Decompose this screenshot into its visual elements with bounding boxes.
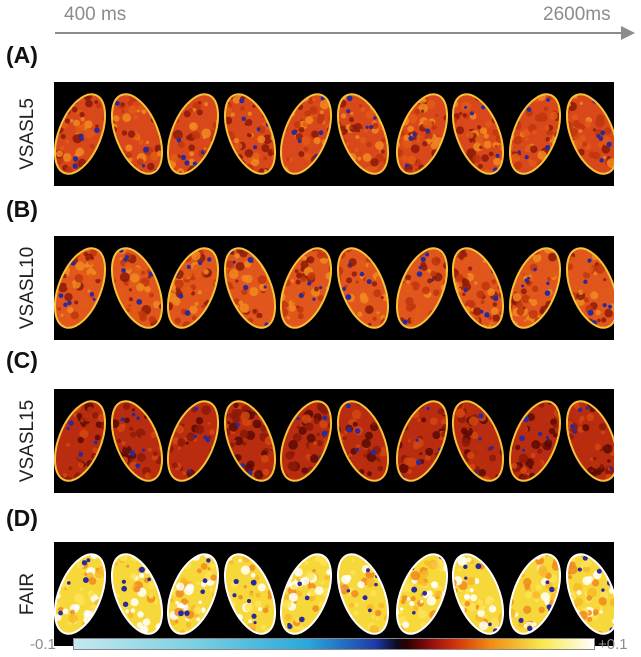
panel-letter-d: (D) — [6, 505, 38, 531]
row-label-c: VSASL15 — [17, 399, 38, 483]
row-label-a: VSASL5 — [17, 98, 38, 170]
panel-letter-a: (A) — [6, 42, 38, 68]
row-label-b-box: VSASL10 — [8, 236, 48, 340]
time-start-label: 400 ms — [64, 4, 127, 25]
image-strip-c — [54, 389, 614, 493]
row-label-c-box: VSASL15 — [8, 389, 48, 493]
colorbar-min-label: -0.1 — [30, 636, 56, 653]
panel-letter-b: (B) — [6, 196, 38, 222]
kidney-map — [559, 87, 614, 181]
time-end-label: 2600ms — [543, 4, 611, 25]
colorbar-max-label: +0.1 — [598, 636, 628, 653]
row-label-d: FAIR — [17, 572, 38, 616]
image-strip-b — [54, 236, 614, 340]
row-label-a-box: VSASL5 — [8, 82, 48, 186]
image-strip-a — [54, 82, 614, 186]
row-label-d-box: FAIR — [8, 542, 48, 646]
image-strip-d — [54, 542, 614, 646]
colorbar-gradient — [73, 638, 595, 650]
colorbar: -0.1 +0.1 — [0, 632, 641, 657]
row-label-b: VSASL10 — [17, 246, 38, 330]
time-arrow-icon — [55, 26, 635, 40]
panel-letter-c: (C) — [6, 347, 38, 373]
